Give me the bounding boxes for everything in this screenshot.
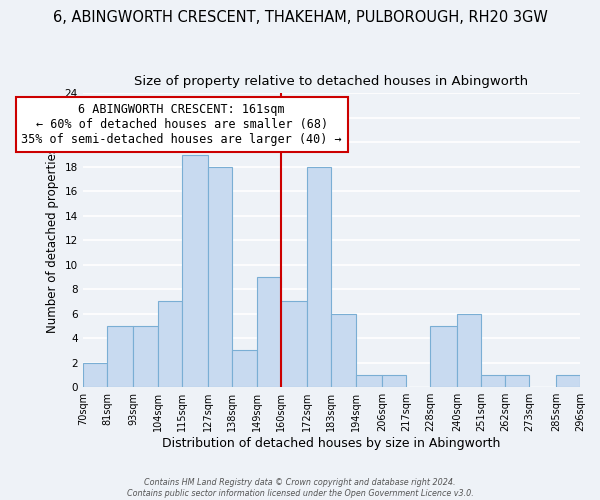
Bar [457,314,481,387]
Bar [107,326,133,387]
Bar [257,277,281,387]
Bar [430,326,457,387]
Text: Contains HM Land Registry data © Crown copyright and database right 2024.
Contai: Contains HM Land Registry data © Crown c… [127,478,473,498]
X-axis label: Distribution of detached houses by size in Abingworth: Distribution of detached houses by size … [162,437,500,450]
Bar [208,167,232,387]
Bar [232,350,257,387]
Bar [307,167,331,387]
Bar [556,375,580,387]
Bar [356,375,382,387]
Bar [83,362,107,387]
Text: 6 ABINGWORTH CRESCENT: 161sqm
← 60% of detached houses are smaller (68)
35% of s: 6 ABINGWORTH CRESCENT: 161sqm ← 60% of d… [22,103,342,146]
Y-axis label: Number of detached properties: Number of detached properties [46,148,59,334]
Bar [133,326,158,387]
Bar [281,302,307,387]
Bar [382,375,406,387]
Bar [481,375,505,387]
Text: 6, ABINGWORTH CRESCENT, THAKEHAM, PULBOROUGH, RH20 3GW: 6, ABINGWORTH CRESCENT, THAKEHAM, PULBOR… [53,10,547,25]
Bar [158,302,182,387]
Title: Size of property relative to detached houses in Abingworth: Size of property relative to detached ho… [134,75,529,88]
Bar [331,314,356,387]
Bar [182,154,208,387]
Bar [505,375,529,387]
